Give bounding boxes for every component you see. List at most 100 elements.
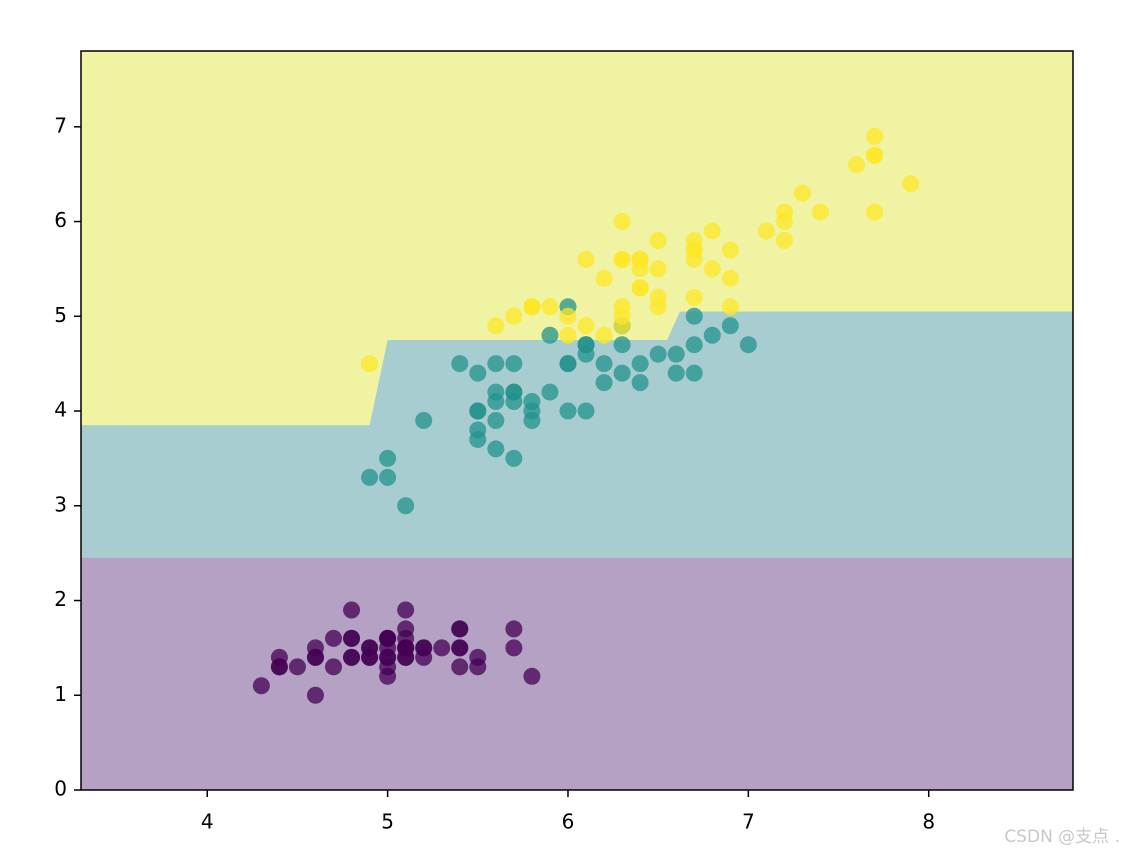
point <box>577 250 595 268</box>
point <box>505 393 523 411</box>
point <box>379 648 397 666</box>
point <box>451 620 469 638</box>
point <box>469 658 487 676</box>
point <box>649 288 667 306</box>
point <box>649 345 667 363</box>
x-tick-label: 8 <box>922 810 935 834</box>
point <box>397 601 415 619</box>
point <box>343 648 361 666</box>
point <box>505 639 523 657</box>
point <box>685 307 703 325</box>
point <box>631 374 649 392</box>
point <box>866 203 884 221</box>
point <box>613 250 631 268</box>
point <box>559 355 577 373</box>
point <box>361 355 379 373</box>
point <box>866 146 884 164</box>
point <box>649 260 667 278</box>
point <box>577 345 595 363</box>
point <box>505 355 523 373</box>
point <box>631 260 649 278</box>
point <box>685 336 703 354</box>
point <box>703 222 721 240</box>
point <box>595 355 613 373</box>
plot-frame <box>80 50 1074 791</box>
point <box>559 307 577 325</box>
point <box>379 449 397 467</box>
point <box>523 402 541 420</box>
y-tick-label: 1 <box>54 682 67 706</box>
point <box>613 336 631 354</box>
point <box>595 374 613 392</box>
point <box>721 298 739 316</box>
y-tick-label: 5 <box>54 303 67 327</box>
point <box>649 231 667 249</box>
point <box>325 629 343 647</box>
point <box>902 175 920 193</box>
point <box>577 402 595 420</box>
point <box>685 364 703 382</box>
point <box>775 213 793 231</box>
point <box>343 601 361 619</box>
x-tick-label: 6 <box>562 810 575 834</box>
point <box>487 317 505 335</box>
point <box>757 222 775 240</box>
point <box>451 658 469 676</box>
point <box>703 326 721 344</box>
point <box>811 203 829 221</box>
point <box>415 412 433 429</box>
point <box>523 667 541 685</box>
point <box>793 184 811 202</box>
point <box>270 658 288 676</box>
point <box>505 307 523 325</box>
point <box>288 658 306 676</box>
point <box>595 326 613 344</box>
point <box>541 383 559 401</box>
point <box>721 317 739 335</box>
point <box>487 440 505 458</box>
point <box>379 629 397 647</box>
y-tick-label: 0 <box>54 777 67 801</box>
point <box>703 260 721 278</box>
point <box>523 298 541 316</box>
point <box>325 658 343 676</box>
point <box>306 686 324 704</box>
point <box>866 127 884 145</box>
point <box>613 307 631 325</box>
point <box>685 241 703 259</box>
point <box>739 336 757 354</box>
point <box>577 317 595 335</box>
point <box>559 326 577 344</box>
point <box>775 231 793 249</box>
point <box>667 364 685 382</box>
y-tick-label: 7 <box>54 113 67 137</box>
watermark: CSDN @支点 . <box>1004 827 1120 847</box>
point <box>433 639 451 657</box>
point <box>469 402 487 420</box>
point <box>487 355 505 373</box>
point <box>613 364 631 382</box>
point <box>397 497 415 515</box>
y-tick-label: 2 <box>54 587 67 611</box>
point <box>306 648 324 666</box>
x-tick-label: 4 <box>201 810 214 834</box>
point <box>631 355 649 373</box>
point <box>685 288 703 306</box>
point <box>469 364 487 382</box>
point <box>361 468 379 486</box>
point <box>667 345 685 363</box>
point <box>595 269 613 287</box>
point <box>451 355 469 373</box>
x-tick-label: 7 <box>742 810 755 834</box>
point <box>487 412 505 429</box>
point <box>361 648 379 666</box>
point <box>541 326 559 344</box>
y-tick-label: 3 <box>54 492 67 516</box>
decision-region <box>81 557 1073 790</box>
y-tick-label: 6 <box>54 208 67 232</box>
y-tick-label: 4 <box>54 398 67 422</box>
point <box>631 279 649 297</box>
point <box>848 156 866 174</box>
point <box>343 629 361 647</box>
point <box>541 298 559 316</box>
